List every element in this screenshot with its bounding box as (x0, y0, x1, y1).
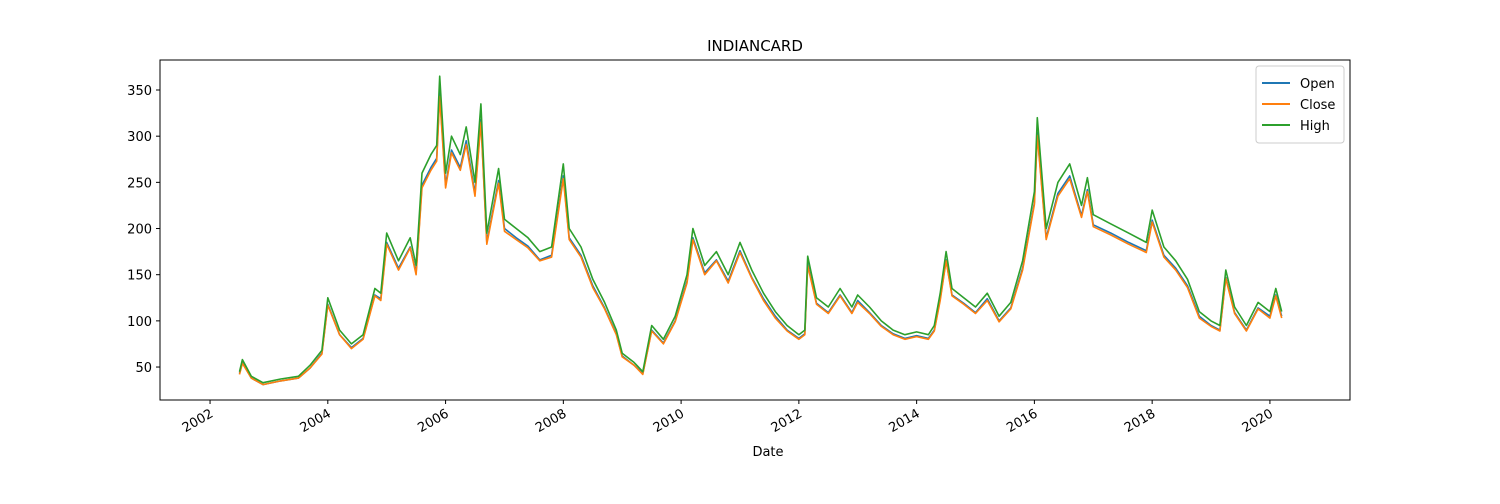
plot-frame (159, 59, 1351, 401)
series-line (238, 75, 1283, 384)
y-tick-label: 250 (127, 176, 152, 191)
y-tick-label: 200 (127, 223, 152, 238)
chart-title: INDIANCARD (707, 37, 803, 55)
y-tick-label: 300 (127, 130, 152, 145)
legend-label: High (1300, 119, 1330, 134)
y-tick-label: 150 (127, 269, 152, 284)
legend-label: Open (1300, 77, 1335, 92)
x-axis-label: Date (752, 445, 783, 460)
legend-label: Close (1300, 98, 1335, 113)
y-tick-label: 350 (127, 84, 152, 99)
y-tick-label: 50 (135, 361, 152, 376)
y-tick-label: 100 (127, 315, 152, 330)
legend-box (1255, 65, 1345, 144)
